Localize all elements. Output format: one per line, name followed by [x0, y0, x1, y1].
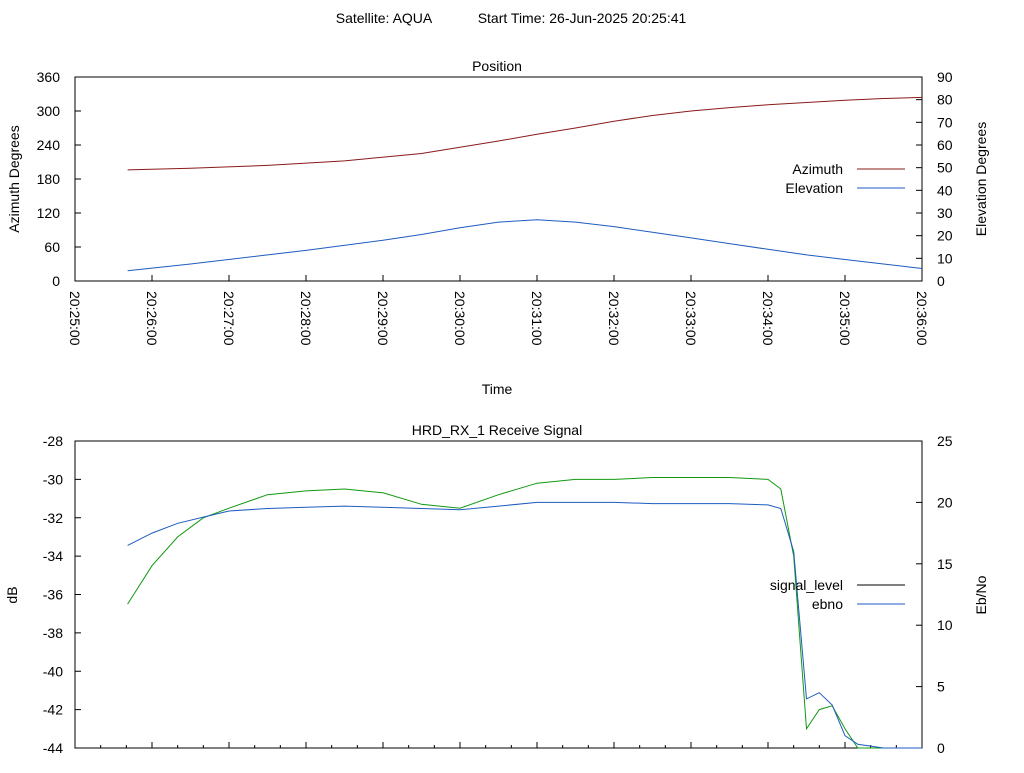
signal-y-tick-label-4: -36	[43, 587, 63, 603]
position-x-tick-label-4: 20:29:00	[375, 291, 391, 346]
signal-y-tick-label-3: -34	[43, 548, 63, 564]
position-series-azimuth	[127, 96, 923, 171]
position-x-tick-label-9: 20:34:00	[760, 291, 776, 346]
signal-y2-ticks: 0 5 10 15 20 25	[916, 433, 953, 756]
position-x-tick-label-3: 20:28:00	[298, 291, 314, 346]
position-y-tick-label-4: 240	[37, 137, 61, 153]
position-y-ticks: 0 60 120 180 240 300 360	[37, 69, 81, 289]
position-x-tick-label-5: 20:30:00	[452, 291, 468, 346]
position-x-tick-label-10: 20:35:00	[837, 291, 853, 346]
position-y2-tick-label-4: 40	[937, 182, 953, 198]
position-x-ticks: 20:25:00 20:26:00 20:27:00 20:28:00 20:29:00…	[67, 275, 930, 346]
position-x-tick-label-7: 20:32:00	[606, 291, 622, 346]
signal-chart: HRD_RX_1 Receive Signal dB Eb/No -28-30-…	[4, 422, 989, 756]
position-x-tick-label-2: 20:27:00	[221, 291, 237, 346]
position-legend: Azimuth Elevation	[785, 161, 905, 196]
signal-y2-tick-label-3: 15	[937, 556, 953, 572]
position-y2-axis-label: Elevation Degrees	[973, 122, 989, 236]
position-x-tick-label-8: 20:33:00	[683, 291, 699, 346]
position-y2-tick-label-8: 80	[937, 92, 953, 108]
signal-y-tick-label-1: -30	[43, 471, 63, 487]
signal-y-tick-label-2: -32	[43, 510, 63, 526]
position-y-tick-label-0: 0	[52, 273, 60, 289]
legend-signal-level-label: signal_level	[770, 577, 843, 593]
signal-y2-tick-label-2: 10	[937, 617, 953, 633]
signal-y2-tick-label-1: 5	[937, 679, 945, 695]
position-series	[127, 96, 923, 272]
position-x-tick-label-0: 20:25:00	[67, 291, 83, 346]
signal-y-tick-label-6: -40	[43, 663, 63, 679]
signal-y2-tick-label-4: 20	[937, 494, 953, 510]
position-plot-frame	[74, 76, 923, 282]
position-x-axis-label: Time	[482, 381, 513, 397]
position-y-tick-label-1: 60	[44, 239, 60, 255]
position-series-elevation	[127, 219, 923, 272]
start-time-label: Start Time: 26-Jun-2025 20:25:41	[478, 10, 687, 26]
position-y-axis-label: Azimuth Degrees	[6, 125, 22, 232]
position-y2-tick-label-7: 70	[937, 114, 953, 130]
signal-series-signal-level	[127, 477, 922, 749]
position-y2-tick-label-2: 20	[937, 228, 953, 244]
position-y-tick-label-6: 360	[37, 69, 61, 85]
signal-y-axis-label: dB	[4, 586, 20, 603]
signal-y-tick-label-8: -44	[43, 740, 63, 756]
position-x-tick-label-6: 20:31:00	[529, 291, 545, 346]
position-y-tick-label-3: 180	[37, 171, 61, 187]
position-y2-tick-label-6: 60	[937, 137, 953, 153]
legend-azimuth-label: Azimuth	[792, 161, 843, 177]
signal-y-tick-label-5: -38	[43, 625, 63, 641]
position-y2-tick-label-3: 30	[937, 205, 953, 221]
position-y2-tick-label-1: 10	[937, 250, 953, 266]
signal-series	[127, 477, 922, 749]
signal-y-ticks: -28 -30 -32 -34 -36 -38 -40 -42 -44	[43, 433, 81, 756]
position-y2-ticks: 0 10 20 30 40 50 60 70 80 90	[916, 69, 953, 289]
position-chart-title: Position	[472, 58, 522, 74]
signal-series-ebno	[127, 501, 922, 749]
signal-plot-frame	[74, 440, 923, 749]
signal-y2-axis-label: Eb/No	[973, 575, 989, 614]
position-y2-tick-label-5: 50	[937, 160, 953, 176]
signal-legend: signal_level ebno	[770, 577, 905, 612]
position-y2-tick-label-9: 90	[937, 69, 953, 85]
satellite-label: Satellite: AQUA	[336, 10, 433, 26]
position-x-tick-label-1: 20:26:00	[144, 291, 160, 346]
legend-elevation-label: Elevation	[785, 180, 843, 196]
signal-y-tick-label-0: -28	[43, 433, 63, 449]
legend-ebno-label: ebno	[812, 596, 843, 612]
signal-y2-tick-label-5: 25	[937, 433, 953, 449]
position-y2-tick-label-0: 0	[937, 273, 945, 289]
signal-chart-title: HRD_RX_1 Receive Signal	[412, 422, 582, 438]
position-y-tick-label-2: 120	[37, 205, 61, 221]
position-chart: Position Azimuth Degrees Elevation Degre…	[6, 58, 989, 397]
position-y-tick-label-5: 300	[37, 103, 61, 119]
signal-y-tick-label-7: -42	[43, 702, 63, 718]
signal-y2-tick-label-0: 0	[937, 740, 945, 756]
signal-x-ticks	[74, 742, 923, 748]
position-x-tick-label-11: 20:36:00	[914, 291, 930, 346]
